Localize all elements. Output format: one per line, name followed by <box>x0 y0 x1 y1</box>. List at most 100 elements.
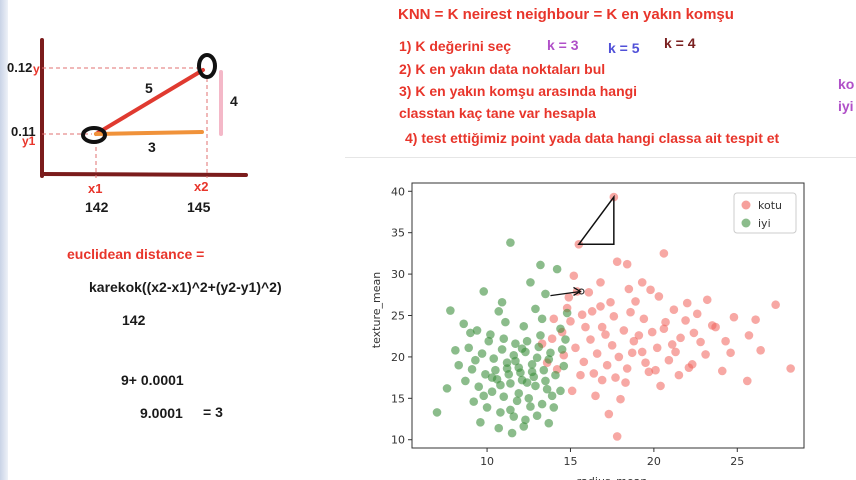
data-point-iyi <box>494 307 504 316</box>
data-point-kotu <box>571 343 580 353</box>
data-point-kotu <box>676 333 685 343</box>
data-point-kotu <box>634 331 644 340</box>
x-tick-label: 10 <box>480 455 494 468</box>
x-tick-label: 20 <box>647 455 661 468</box>
data-point-kotu <box>702 295 712 305</box>
data-point-iyi <box>562 308 572 318</box>
data-point-kotu <box>659 249 669 258</box>
data-point-iyi <box>512 396 522 406</box>
data-point-kotu <box>726 348 735 358</box>
data-point-kotu <box>631 297 640 306</box>
data-point-iyi <box>509 412 519 421</box>
data-point-kotu <box>612 432 622 441</box>
section-divider <box>345 157 856 158</box>
data-point-kotu <box>604 409 614 419</box>
data-point-iyi <box>547 391 557 401</box>
sketch-point-2-circle <box>197 53 217 79</box>
data-point-iyi <box>499 334 509 343</box>
data-point-iyi <box>521 415 530 425</box>
data-point-iyi <box>499 392 509 401</box>
data-point-kotu <box>597 322 607 332</box>
sketch-y1-mark: y1 <box>22 134 36 148</box>
sketch-point-1-circle <box>81 126 107 144</box>
data-point-kotu <box>592 349 602 358</box>
data-point-kotu <box>626 307 635 317</box>
data-point-kotu <box>647 327 657 337</box>
data-point-iyi <box>451 345 460 355</box>
data-point-iyi <box>519 321 529 331</box>
data-point-iyi <box>496 380 505 390</box>
data-point-iyi <box>484 336 494 346</box>
distance-sketch <box>40 38 248 178</box>
data-point-iyi <box>496 408 505 417</box>
data-point-iyi <box>474 382 484 392</box>
data-point-kotu <box>602 360 612 370</box>
y-tick-label: 40 <box>391 185 405 198</box>
sketch-x1-label: x1 <box>88 181 103 196</box>
sketch-x2-value: 145 <box>187 199 211 215</box>
data-point-kotu <box>627 348 637 358</box>
data-point-kotu <box>577 310 587 319</box>
data-point-kotu <box>597 375 607 385</box>
data-point-kotu <box>579 357 589 367</box>
sketch-x2-label: x2 <box>194 179 209 194</box>
data-point-kotu <box>684 363 694 372</box>
data-point-iyi <box>477 349 487 358</box>
data-point-iyi <box>519 422 529 431</box>
data-point-iyi <box>551 370 560 380</box>
legend-marker-kotu <box>741 200 751 210</box>
data-point-kotu <box>644 367 654 377</box>
data-point-iyi <box>531 304 540 314</box>
data-point-kotu <box>616 394 625 404</box>
legend: kotu iyi <box>733 192 797 234</box>
data-point-iyi <box>536 331 545 340</box>
data-point-kotu <box>629 336 639 346</box>
data-point-iyi <box>536 260 545 270</box>
data-point-kotu <box>667 340 677 349</box>
data-point-iyi <box>476 418 485 427</box>
data-point-kotu <box>717 366 727 376</box>
data-point-kotu <box>711 322 720 332</box>
data-point-kotu <box>771 300 780 310</box>
data-point-kotu <box>729 312 739 322</box>
data-point-kotu <box>622 259 632 269</box>
data-point-iyi <box>497 345 507 354</box>
annotation-triangle <box>577 194 615 246</box>
data-point-kotu <box>611 373 620 382</box>
data-point-kotu <box>661 317 670 327</box>
data-point-kotu <box>587 307 597 316</box>
data-point-iyi <box>522 378 532 387</box>
data-point-kotu <box>786 364 795 373</box>
sketch-horizontal-leg <box>94 130 204 136</box>
formula-result-value: 9.0001 <box>140 405 183 421</box>
data-point-iyi <box>511 356 520 366</box>
data-point-iyi <box>469 397 479 406</box>
data-point-iyi <box>544 355 554 364</box>
legend-label-iyi: iyi <box>758 217 771 230</box>
data-point-kotu <box>696 337 705 347</box>
data-point-iyi <box>502 364 512 373</box>
data-point-iyi <box>442 384 452 393</box>
data-point-kotu <box>651 365 660 375</box>
data-point-iyi <box>454 360 464 370</box>
x-tick-label: 25 <box>730 455 744 468</box>
data-point-iyi <box>461 376 470 386</box>
data-point-iyi <box>517 344 527 353</box>
sketch-y2-mark: y <box>33 62 40 76</box>
data-point-iyi <box>541 289 550 299</box>
data-point-kotu <box>751 315 760 324</box>
data-point-iyi <box>501 317 510 327</box>
x-tick-label: 15 <box>563 455 577 468</box>
data-point-kotu <box>681 316 690 325</box>
data-point-iyi <box>546 348 555 358</box>
y-tick-label: 25 <box>391 310 405 323</box>
legend-marker-iyi <box>741 218 751 228</box>
data-point-iyi <box>541 376 550 386</box>
data-point-iyi <box>506 238 515 247</box>
data-point-iyi <box>527 367 537 377</box>
x-axis-label: radius_mean <box>577 475 648 480</box>
y-axis-label: texture_mean <box>370 272 383 348</box>
data-point-iyi <box>467 365 477 374</box>
data-point-kotu <box>567 386 577 396</box>
formula-result-equals: = 3 <box>203 404 223 420</box>
